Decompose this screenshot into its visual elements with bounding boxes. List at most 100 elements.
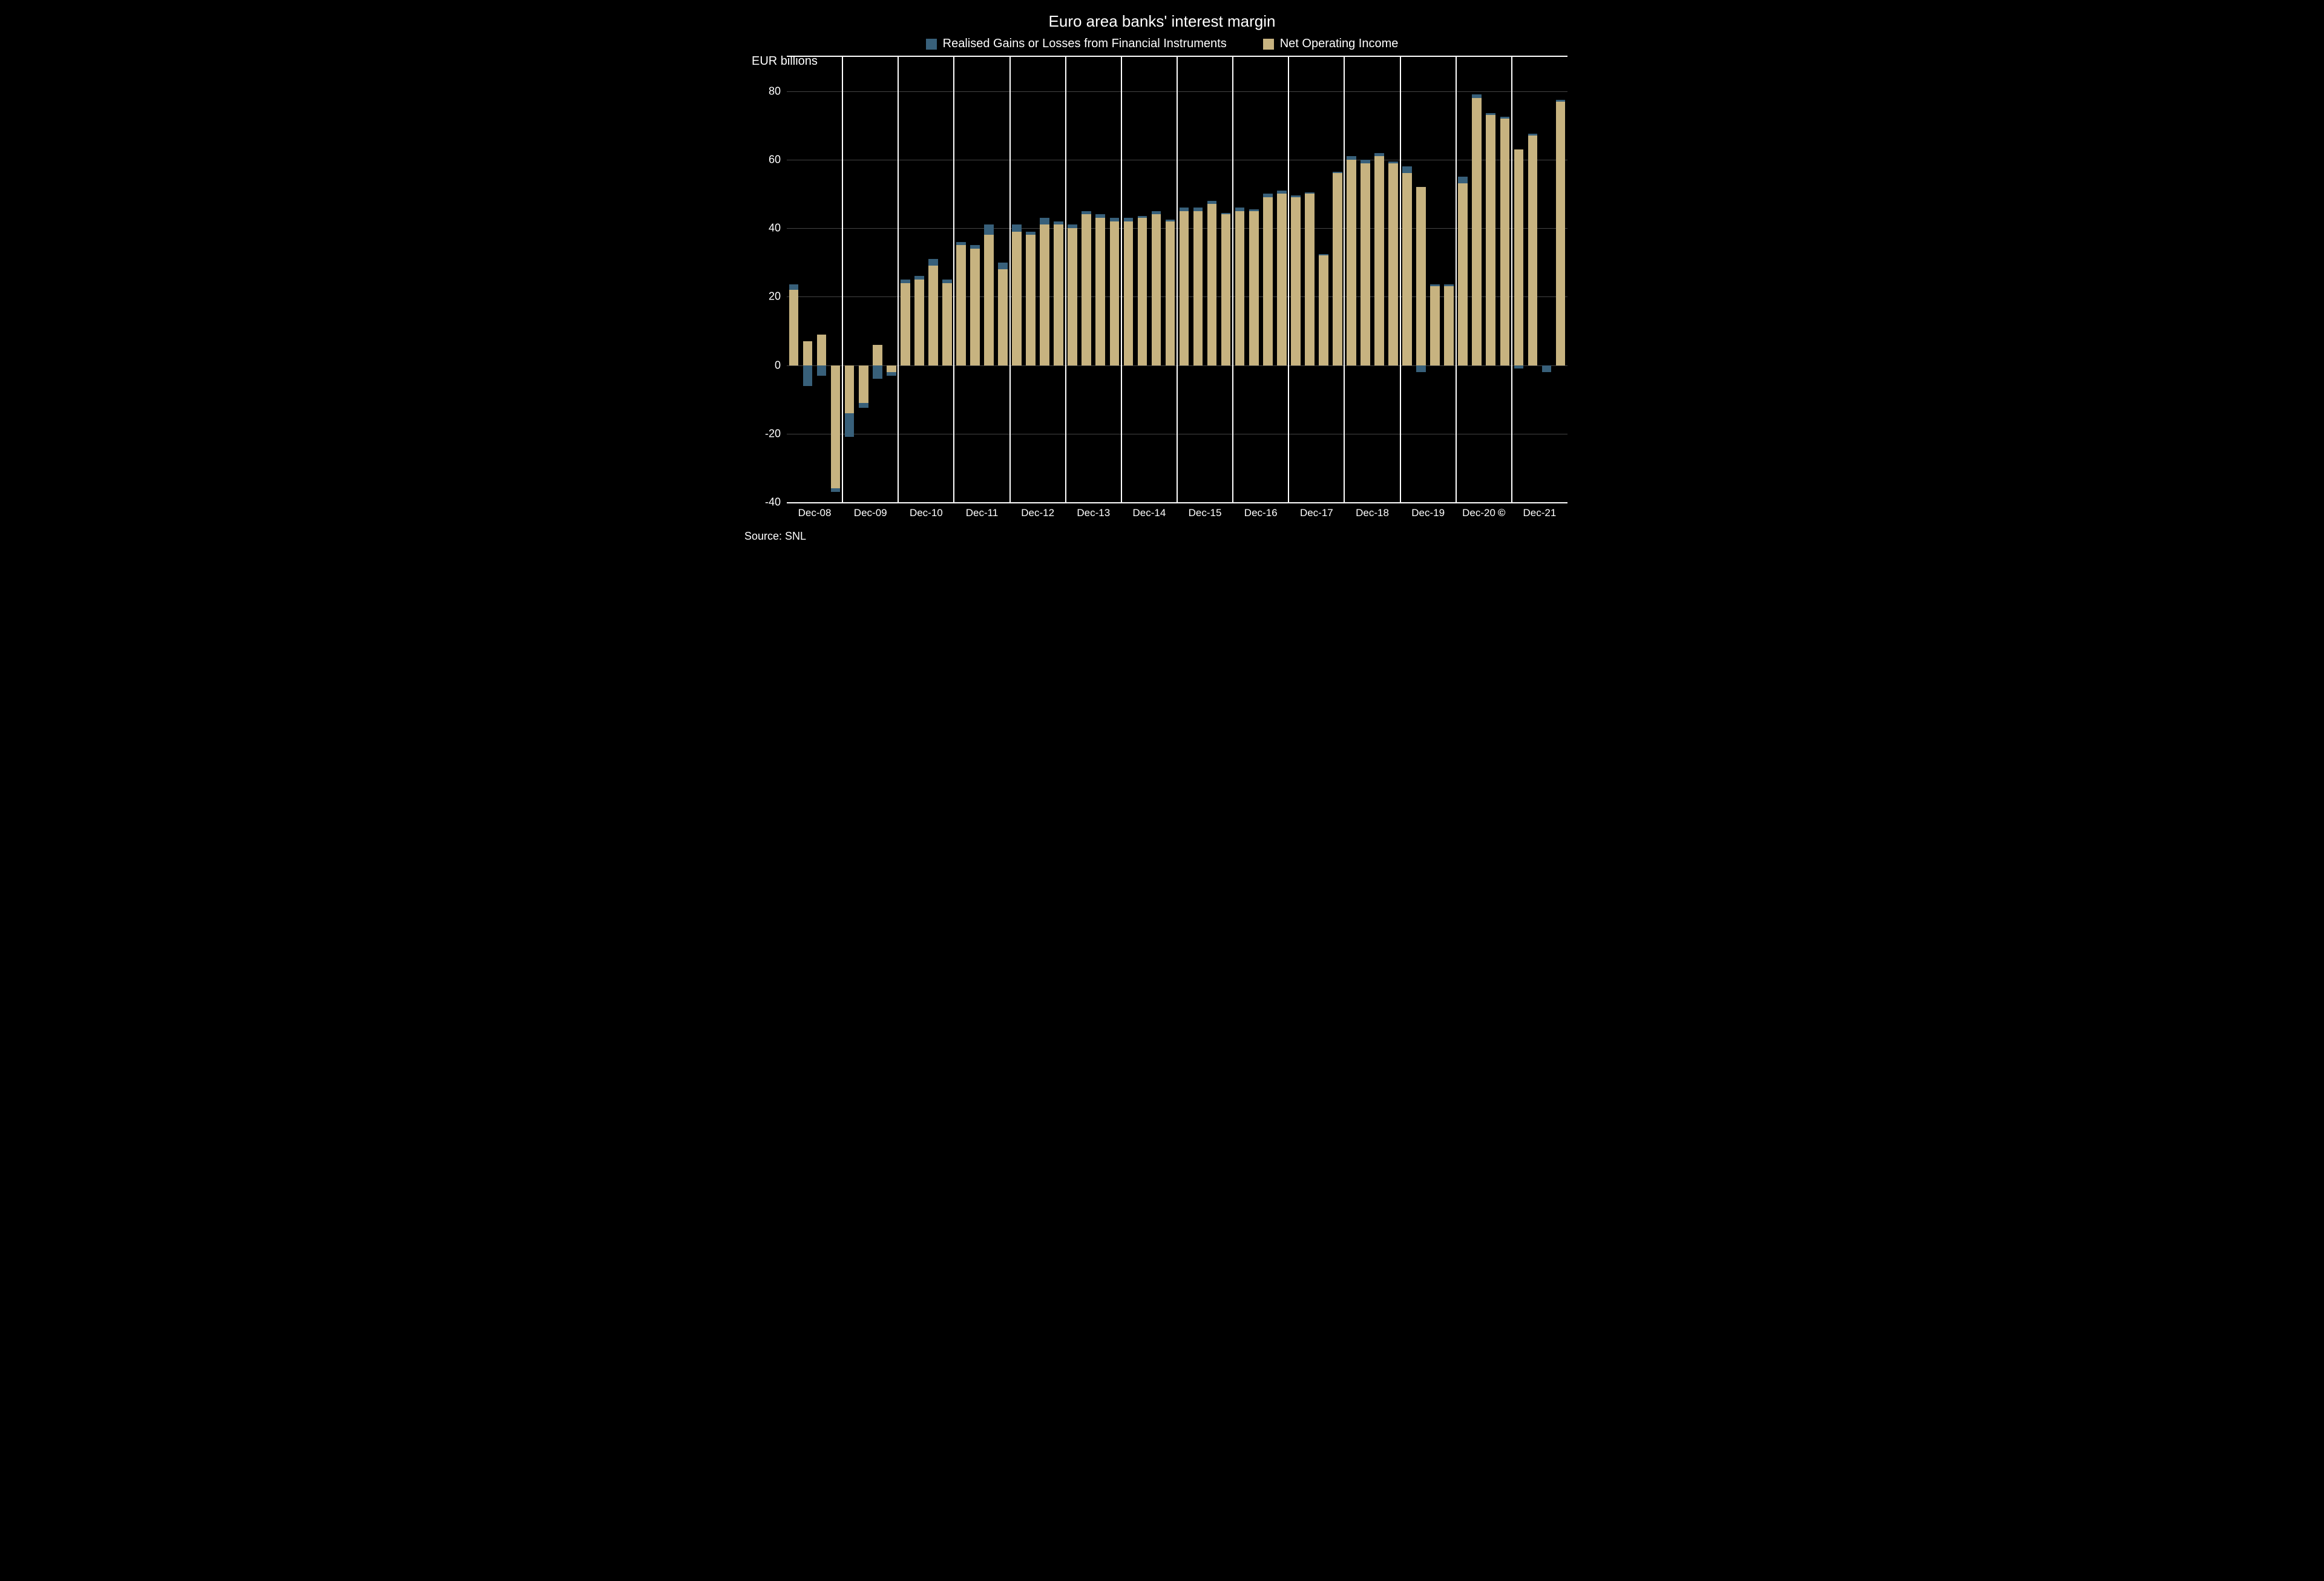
bar-43 (1388, 57, 1398, 502)
bar-seg-noi (1402, 173, 1412, 365)
xtick-Dec-12: Dec-12 (1021, 507, 1054, 519)
bar-seg-rg (1207, 201, 1217, 205)
bar-seg-noi (1193, 211, 1203, 365)
bar-47 (1444, 57, 1454, 502)
bar-seg-rg (1374, 153, 1384, 157)
bar-seg-noi (1138, 218, 1147, 365)
bar-seg-rg (1444, 284, 1454, 286)
legend-item-net-operating-income: Net Operating Income (1263, 37, 1399, 51)
bar-seg-noi (887, 365, 896, 372)
bar-seg-rg (1402, 166, 1412, 173)
bar-seg-noi (1166, 221, 1175, 365)
bar-22 (1095, 57, 1105, 502)
bar-seg-noi (1124, 221, 1134, 365)
bar-seg-rg (901, 280, 910, 283)
bar-55 (1556, 57, 1566, 502)
year-separator (1177, 57, 1178, 502)
bar-14 (984, 57, 994, 502)
bar-49 (1472, 57, 1482, 502)
xtick-Dec-19: Dec-19 (1411, 507, 1445, 519)
source-label: Source: SNL (744, 530, 1580, 543)
bar-seg-noi (1263, 197, 1273, 365)
bar-seg-rg (1472, 94, 1482, 98)
bar-seg-rg (803, 365, 813, 386)
ytick-80: 80 (769, 85, 781, 97)
bar-seg-noi (914, 280, 924, 365)
bar-54 (1542, 57, 1552, 502)
bar-31 (1221, 57, 1231, 502)
bar-seg-rg (1221, 213, 1231, 215)
bar-seg-noi (1249, 211, 1259, 365)
bar-40 (1347, 57, 1356, 502)
bar-seg-noi (1068, 228, 1077, 365)
year-separator (1232, 57, 1233, 502)
bar-seg-noi (1082, 214, 1091, 365)
legend-swatch-2 (1263, 39, 1274, 50)
bar-seg-rg (1388, 162, 1398, 163)
legend: Realised Gains or Losses from Financial … (744, 37, 1580, 51)
bar-seg-noi (1416, 187, 1426, 365)
xtick-Dec-18: Dec-18 (1356, 507, 1389, 519)
year-separator (1288, 57, 1289, 502)
bar-seg-rg (1082, 211, 1091, 215)
bar-16 (1012, 57, 1022, 502)
bar-6 (873, 57, 882, 502)
bar-seg-rg (1068, 224, 1077, 228)
bar-seg-rg (1152, 211, 1161, 215)
chart-wrap: -40-20020406080Dec-08Dec-09Dec-10Dec-11D… (787, 56, 1567, 503)
bar-seg-noi (1305, 194, 1315, 365)
bar-seg-rg (1235, 208, 1245, 211)
bar-27 (1166, 57, 1175, 502)
bar-seg-noi (1514, 149, 1524, 365)
bar-29 (1193, 57, 1203, 502)
bar-seg-rg (1124, 218, 1134, 221)
bar-seg-noi (1110, 221, 1120, 365)
bar-seg-rg (1514, 365, 1524, 369)
bar-seg-noi (1374, 156, 1384, 365)
bar-0 (789, 57, 799, 502)
bar-seg-rg (984, 224, 994, 235)
bar-24 (1124, 57, 1134, 502)
bar-seg-noi (845, 365, 855, 413)
year-separator (1344, 57, 1345, 502)
bar-seg-noi (1556, 102, 1566, 365)
bar-seg-rg (1026, 232, 1036, 235)
xtick-Dec-11: Dec-11 (966, 507, 999, 519)
plot-area: -40-20020406080Dec-08Dec-09Dec-10Dec-11D… (787, 56, 1567, 503)
bar-33 (1249, 57, 1259, 502)
bar-seg-rg (1193, 208, 1203, 211)
bar-46 (1430, 57, 1440, 502)
bar-seg-rg (1040, 218, 1049, 224)
bar-20 (1068, 57, 1077, 502)
bar-seg-rg (873, 365, 882, 379)
bar-1 (803, 57, 813, 502)
xtick-Dec-17: Dec-17 (1300, 507, 1333, 519)
bar-seg-rg (1095, 214, 1105, 218)
bar-seg-rg (845, 413, 855, 437)
bar-seg-noi (1486, 115, 1495, 365)
bar-51 (1500, 57, 1510, 502)
bar-seg-noi (942, 283, 952, 365)
bar-23 (1110, 57, 1120, 502)
bar-19 (1054, 57, 1063, 502)
xtick-Dec-15: Dec-15 (1189, 507, 1222, 519)
bar-seg-rg (1249, 209, 1259, 211)
bar-38 (1319, 57, 1328, 502)
bar-10 (928, 57, 938, 502)
legend-label-2: Net Operating Income (1280, 37, 1399, 51)
xtick-Dec-20: Dec-20© (1462, 507, 1505, 519)
bar-35 (1277, 57, 1287, 502)
bar-seg-noi (1458, 183, 1468, 365)
bar-seg-rg (831, 488, 841, 492)
ytick--20: -20 (765, 427, 781, 440)
bar-seg-noi (1444, 286, 1454, 365)
bar-3 (831, 57, 841, 502)
bar-seg-noi (1472, 98, 1482, 365)
xtick-Dec-21: Dec-21 (1523, 507, 1557, 519)
bar-seg-rg (1305, 192, 1315, 194)
bar-seg-noi (998, 269, 1008, 365)
bar-seg-noi (859, 365, 868, 403)
bar-seg-rg (817, 365, 827, 376)
year-separator (1065, 57, 1066, 502)
year-separator (842, 57, 843, 502)
